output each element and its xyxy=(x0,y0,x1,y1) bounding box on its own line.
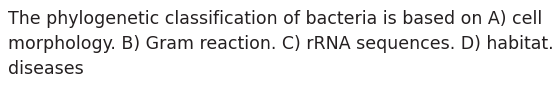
Text: The phylogenetic classification of bacteria is based on A) cell
morphology. B) G: The phylogenetic classification of bacte… xyxy=(8,10,558,78)
